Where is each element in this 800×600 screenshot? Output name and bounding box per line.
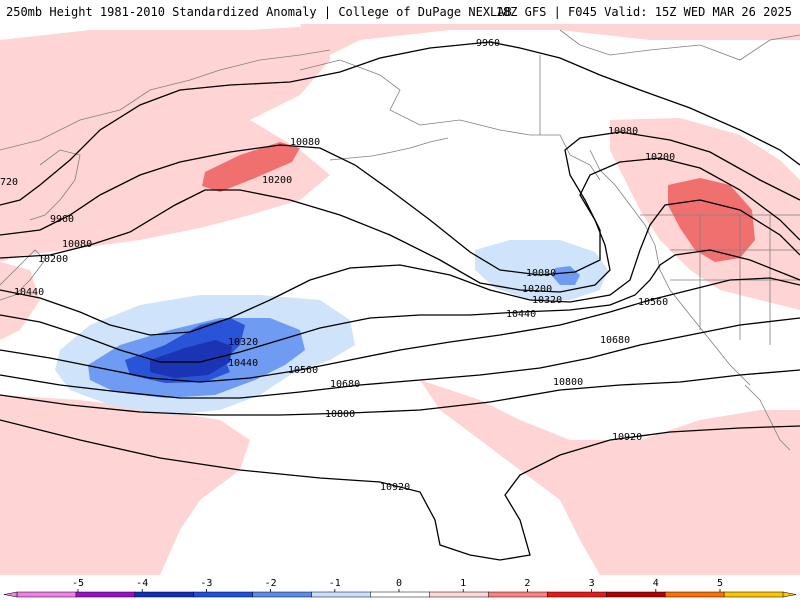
contour-10440: [0, 249, 800, 363]
legend-arrow-right: [782, 591, 797, 598]
contour-10680: [0, 317, 800, 399]
contour-label-10560-east: 10560: [638, 297, 668, 308]
coastline-alaska: [299, 59, 601, 181]
contour-label-10200-bering: 10200: [262, 175, 292, 186]
contour-label-9960-top: 9960: [476, 38, 500, 49]
positive-anomaly-north-border: [300, 24, 800, 60]
contour-label-10320-central: 10320: [228, 337, 258, 348]
legend-tick-label: -4: [136, 578, 148, 589]
legend-tick-label: 5: [717, 578, 723, 589]
legend-arrow-left: [3, 591, 18, 598]
contour-label-10560-central: 10560: [288, 365, 318, 376]
contour-10920: [0, 419, 800, 561]
coastline-kamchatka: [29, 149, 81, 221]
legend-tick-label: 0: [396, 578, 402, 589]
legend-tick-label: 2: [524, 578, 530, 589]
negative-anomaly-mid-gulf: [552, 266, 580, 285]
contour-label-10080-bering: 10080: [290, 137, 320, 148]
contour-10080: [0, 131, 800, 276]
strong-positive-anomaly-areas: [202, 142, 755, 262]
legend-swatch: [193, 591, 254, 598]
coastline-canada-north: [559, 29, 800, 61]
contour-9960: [0, 41, 800, 206]
legend-tick-label: -1: [329, 578, 341, 589]
color-legend: -5 -4 -3 -2 -1 0 1 2 3 4 5: [3, 578, 797, 598]
legend-color-bar: [3, 591, 797, 598]
contour-label-10080-west: 10080: [62, 239, 92, 250]
legend-swatch: [547, 591, 607, 598]
map-title: 250mb Height 1981-2010 Standardized Anom…: [6, 5, 512, 19]
coastline-aleutians: [329, 137, 449, 161]
legend-tick-label: -3: [200, 578, 212, 589]
anomaly-map: 9960 9960 10080 10080 10080 10080 10200 …: [0, 24, 800, 575]
height-contours: [0, 41, 800, 561]
legend-swatch: [311, 591, 372, 598]
contour-10320: [0, 199, 800, 336]
contour-10800: [0, 369, 800, 416]
contour-label-10920-east: 10920: [612, 432, 642, 443]
contour-10200: [0, 157, 800, 293]
positive-anomaly-core-pacific-northwest: [668, 178, 755, 262]
legend-swatch: [370, 591, 431, 598]
legend-swatch: [134, 591, 195, 598]
contour-labels: 9960 9960 10080 10080 10080 10080 10200 …: [0, 38, 675, 493]
map-header: 250mb Height 1981-2010 Standardized Anom…: [0, 0, 800, 22]
coastline-us-west: [654, 244, 751, 386]
model-run-info: 18Z GFS | F045 Valid: 15Z WED MAR 26 202…: [495, 5, 792, 19]
legend-tick-label: 4: [653, 578, 659, 589]
legend-swatch: [75, 591, 136, 598]
legend-swatch: [429, 591, 490, 598]
contour-label-10200-east: 10200: [645, 152, 675, 163]
contour-10560: [0, 277, 800, 383]
coastline-baja: [744, 384, 791, 451]
contour-label-10680-east: 10680: [600, 335, 630, 346]
contour-label-10800-east: 10800: [553, 377, 583, 388]
contour-label-10800-central: 10800: [325, 409, 355, 420]
contour-label-10440-west: 10440: [14, 287, 44, 298]
legend-tick-label: -2: [265, 578, 277, 589]
legend-swatch: [723, 591, 784, 598]
legend-tick-label: 1: [460, 578, 466, 589]
legend-swatch: [16, 591, 77, 598]
contour-label-10440-gulf: 10440: [506, 309, 536, 320]
contour-label-10680-central: 10680: [330, 379, 360, 390]
contour-label-10080-east: 10080: [608, 126, 638, 137]
positive-anomaly-west-edge: [0, 262, 40, 340]
contour-label-10920-central: 10920: [380, 482, 410, 493]
coastline-bc: [589, 149, 656, 246]
contour-label-10440-central: 10440: [228, 358, 258, 369]
legend-tick-label: 3: [589, 578, 595, 589]
negative-anomaly-core-central: [150, 340, 232, 378]
contour-label-720-edge: 720: [0, 177, 18, 188]
positive-anomaly-southeast: [420, 380, 800, 575]
legend-swatch: [605, 591, 666, 598]
contour-label-10320-gulf: 10320: [532, 295, 562, 306]
coastline-siberia: [0, 49, 331, 151]
contour-label-10200-gulf: 10200: [522, 284, 552, 295]
legend-swatch: [664, 591, 725, 598]
legend-swatch: [252, 591, 313, 598]
legend-tick-labels: -5 -4 -3 -2 -1 0 1 2 3 4 5: [72, 578, 723, 592]
positive-anomaly-core-bering: [202, 142, 300, 192]
contour-label-9960-west: 9960: [50, 214, 74, 225]
contour-label-10200-west: 10200: [38, 254, 68, 265]
contour-label-10080-gulf: 10080: [526, 268, 556, 279]
positive-anomaly-southwest: [0, 395, 250, 575]
legend-tick-label: -5: [72, 578, 84, 589]
legend-swatch: [488, 591, 549, 598]
